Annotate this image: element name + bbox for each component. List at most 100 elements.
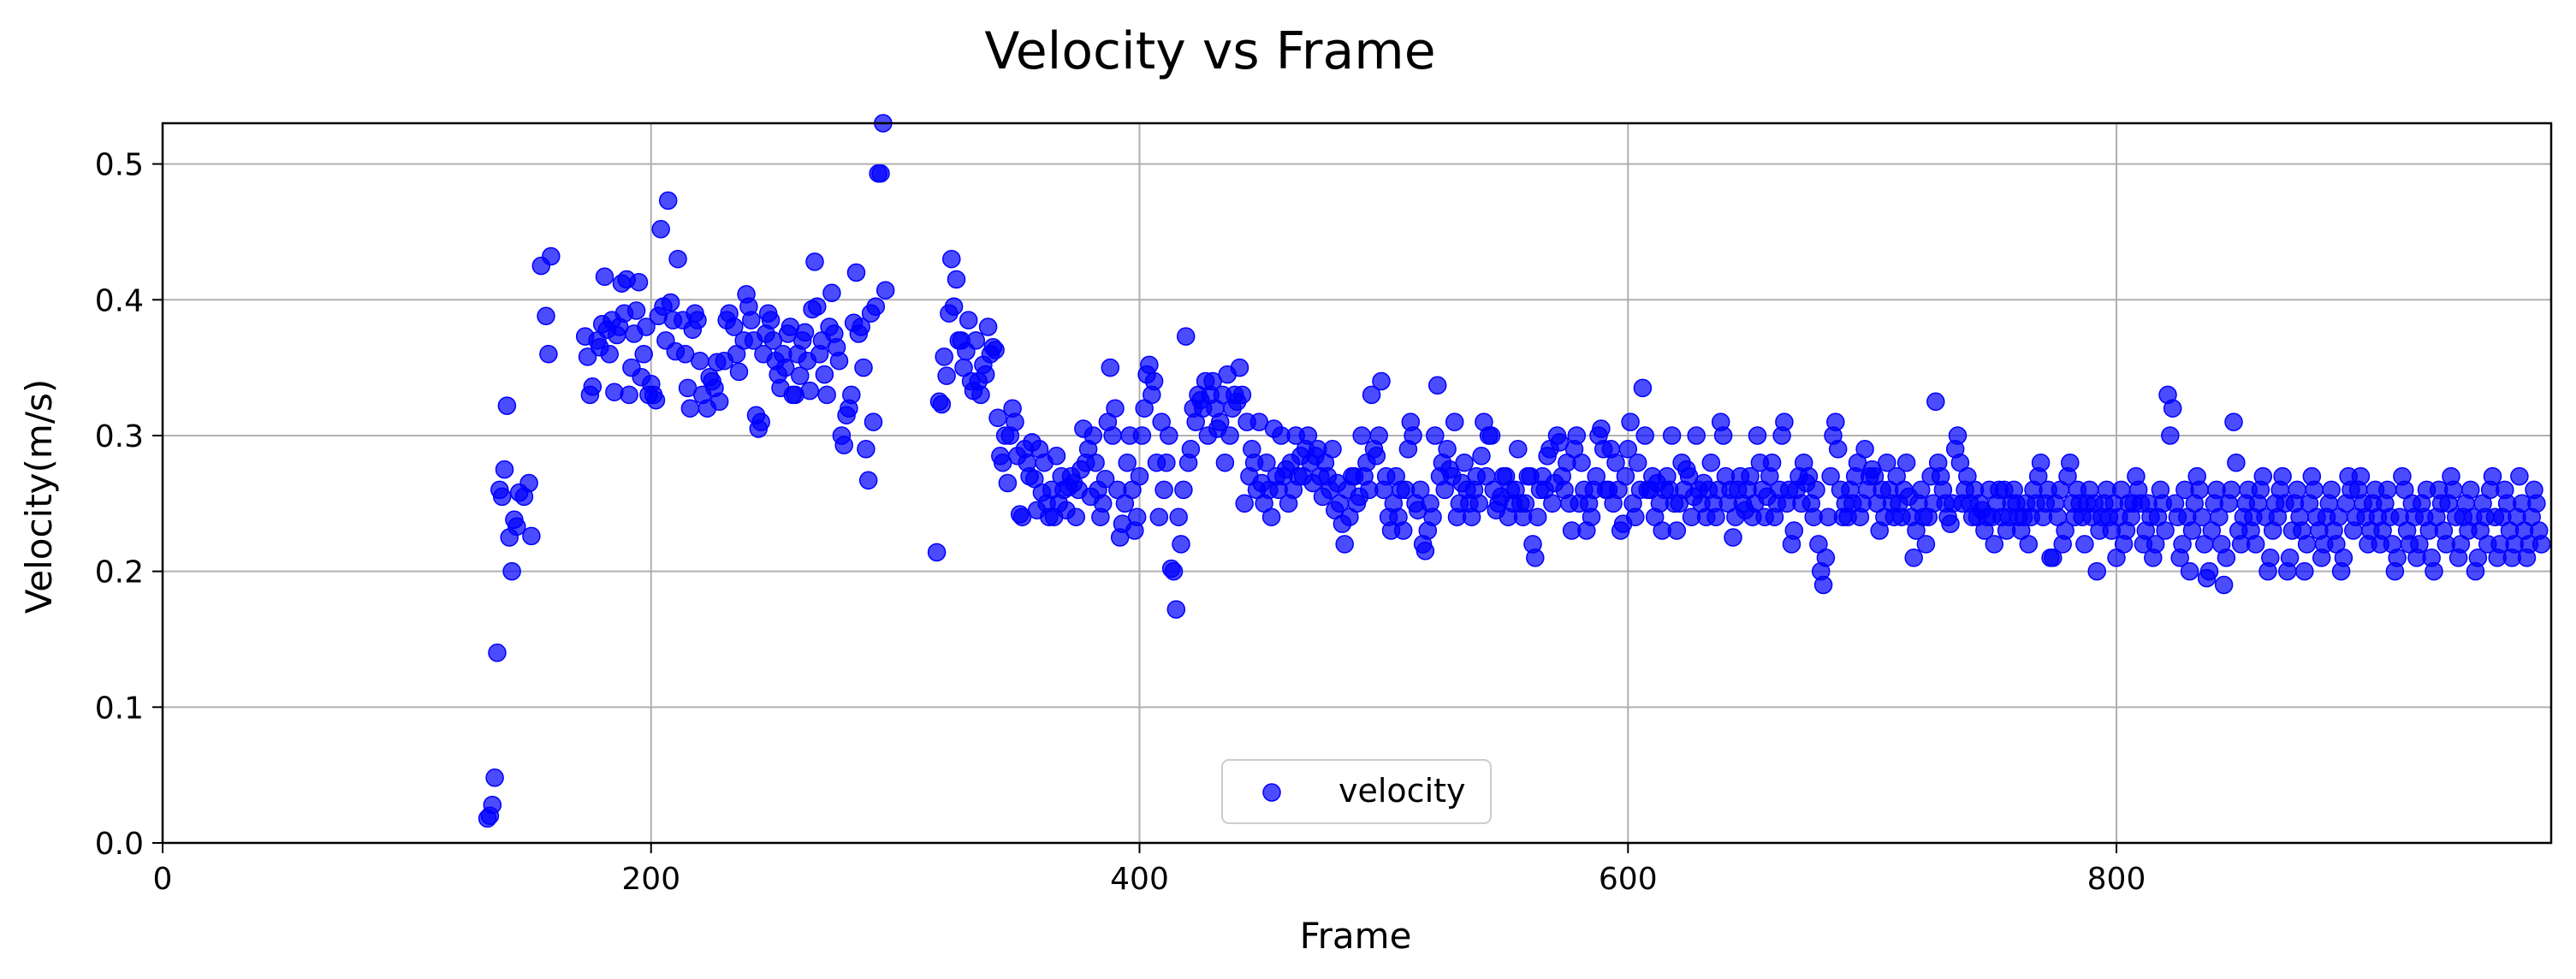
- data-point: [1592, 419, 1611, 438]
- data-point: [629, 272, 649, 292]
- data-point: [2527, 494, 2546, 513]
- data-point: [751, 412, 770, 431]
- data-point: [1174, 480, 1193, 500]
- data-point: [651, 220, 670, 239]
- axis-ticks: 0 200 400 600 800 0.0 0.1 0.2 0.3 0.4 0.5: [95, 148, 2146, 897]
- plot-frame: [161, 122, 2553, 845]
- y-tick-label: 0.4: [95, 283, 144, 318]
- data-point: [1816, 549, 1836, 567]
- data-point: [729, 362, 749, 382]
- data-point: [2483, 466, 2502, 486]
- x-tick-label: 200: [621, 862, 680, 897]
- data-point: [2444, 480, 2463, 500]
- data-point: [1587, 466, 1606, 486]
- data-point: [1687, 426, 1706, 445]
- data-point: [998, 473, 1018, 493]
- data-point: [1423, 507, 1442, 526]
- data-point: [1826, 412, 1845, 431]
- data-point: [2087, 561, 2106, 581]
- data-point: [1582, 507, 1601, 526]
- data-point: [1130, 466, 1149, 486]
- data-point: [542, 246, 561, 266]
- data-point: [1232, 385, 1252, 405]
- data-point: [1410, 480, 1430, 500]
- data-point: [2297, 535, 2317, 554]
- data-point: [507, 517, 526, 537]
- data-point: [668, 249, 687, 269]
- data-point: [2056, 521, 2074, 540]
- data-point: [1169, 507, 1188, 526]
- data-point: [846, 263, 866, 282]
- data-point: [1855, 440, 1874, 459]
- data-point: [2190, 480, 2209, 500]
- data-point: [2222, 480, 2241, 500]
- data-point: [805, 252, 824, 271]
- data-point: [1235, 494, 1254, 513]
- data-point: [1667, 521, 1687, 540]
- data-point: [1896, 453, 1916, 472]
- data-point: [947, 270, 966, 289]
- data-point: [519, 473, 538, 493]
- data-point: [2224, 412, 2243, 431]
- data-point: [1713, 426, 1733, 445]
- data-point: [1335, 535, 1354, 554]
- data-point: [1813, 575, 1833, 595]
- data-point: [1426, 426, 1445, 445]
- data-point: [1220, 426, 1239, 445]
- data-point: [1662, 426, 1682, 445]
- data-point: [1616, 466, 1635, 486]
- data-point: [986, 341, 1005, 359]
- data-point: [1157, 453, 1176, 472]
- x-tick-label: 600: [1599, 862, 1658, 897]
- data-point: [1149, 507, 1169, 526]
- data-point: [1628, 453, 1647, 472]
- data-point: [539, 345, 558, 364]
- data-point: [2182, 521, 2202, 540]
- legend-box: [1221, 759, 1492, 824]
- data-point: [2288, 480, 2306, 500]
- data-point: [1393, 521, 1413, 540]
- data-point: [1784, 521, 1804, 540]
- data-point: [680, 399, 700, 418]
- data-point: [857, 440, 875, 459]
- data-point: [1741, 466, 1760, 486]
- x-tick-label: 400: [1110, 862, 1169, 897]
- data-point: [959, 311, 978, 329]
- data-point: [858, 471, 878, 490]
- data-point: [1455, 453, 1474, 472]
- data-point: [1215, 453, 1235, 472]
- data-point: [1257, 453, 1276, 472]
- data-point: [854, 358, 873, 377]
- data-point: [2075, 535, 2094, 554]
- data-point: [2217, 549, 2236, 567]
- data-point: [1821, 466, 1840, 486]
- data-point: [2161, 426, 2180, 445]
- data-point: [2173, 535, 2192, 554]
- data-point: [2246, 535, 2265, 554]
- data-point: [2388, 549, 2407, 567]
- data-point: [1941, 514, 1960, 533]
- data-point: [795, 323, 815, 342]
- data-point: [646, 390, 666, 410]
- data-point: [1948, 426, 1968, 445]
- data-point: [709, 392, 729, 412]
- data-point: [829, 351, 849, 371]
- data-point: [1748, 426, 1767, 445]
- data-point: [808, 297, 827, 316]
- data-point: [817, 385, 836, 405]
- data-point: [2261, 549, 2280, 567]
- data-point: [1154, 480, 1173, 500]
- data-point: [1445, 412, 1464, 431]
- data-point: [578, 347, 597, 366]
- x-tick-label: 800: [2087, 862, 2146, 897]
- data-point: [978, 317, 998, 336]
- data-point: [1103, 426, 1122, 445]
- data-point: [1140, 355, 1159, 375]
- data-point: [1095, 469, 1115, 489]
- legend: velocity: [1221, 759, 1492, 824]
- data-point: [1101, 358, 1120, 377]
- data-point: [595, 267, 614, 287]
- data-point: [815, 365, 834, 384]
- data-point: [1093, 494, 1113, 513]
- data-point: [1543, 494, 1562, 513]
